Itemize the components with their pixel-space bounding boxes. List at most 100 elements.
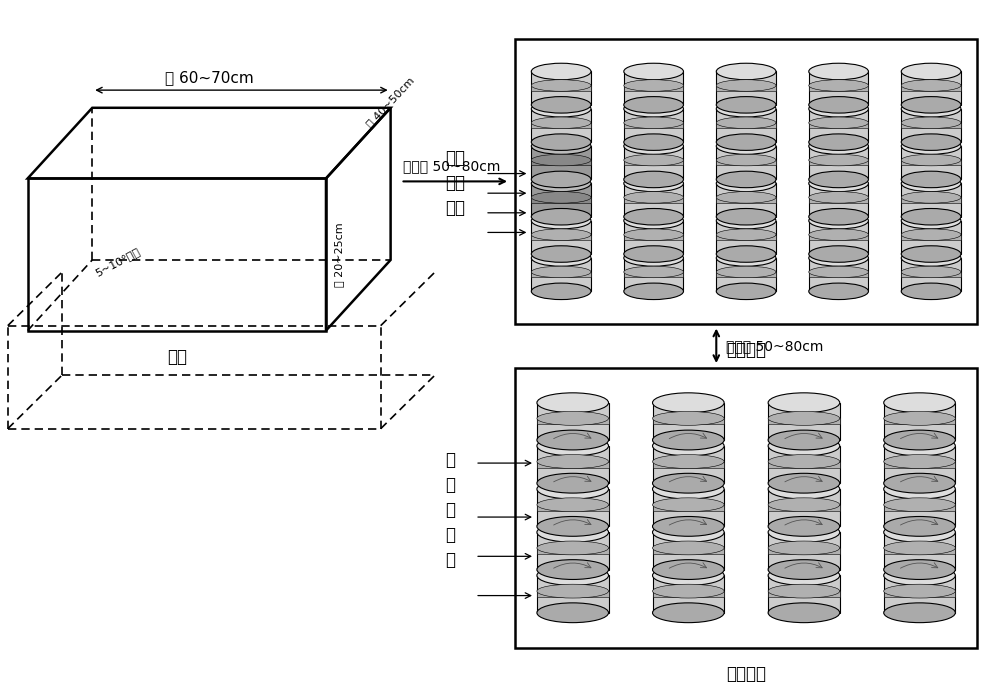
Bar: [809, 197, 868, 203]
Ellipse shape: [901, 63, 961, 80]
Bar: [653, 418, 724, 424]
Ellipse shape: [809, 96, 868, 113]
Ellipse shape: [531, 96, 591, 113]
Bar: [531, 72, 591, 105]
Bar: [809, 220, 868, 254]
Ellipse shape: [768, 584, 840, 598]
Ellipse shape: [716, 175, 776, 192]
Ellipse shape: [537, 473, 609, 493]
Ellipse shape: [768, 430, 840, 450]
Ellipse shape: [537, 566, 609, 586]
Bar: [768, 505, 840, 511]
Ellipse shape: [884, 584, 955, 598]
Ellipse shape: [901, 209, 961, 225]
Ellipse shape: [537, 393, 609, 413]
Ellipse shape: [531, 266, 591, 278]
Ellipse shape: [809, 134, 868, 150]
Ellipse shape: [809, 246, 868, 263]
Bar: [531, 258, 591, 291]
Bar: [624, 72, 683, 105]
Ellipse shape: [653, 541, 724, 555]
Text: 作塘: 作塘: [167, 348, 187, 367]
Bar: [537, 462, 609, 468]
Ellipse shape: [901, 175, 961, 192]
Ellipse shape: [716, 229, 776, 240]
Ellipse shape: [624, 80, 683, 91]
Bar: [884, 575, 955, 613]
Ellipse shape: [531, 246, 591, 263]
Bar: [809, 272, 868, 277]
Text: 长 60~70cm: 长 60~70cm: [165, 70, 254, 85]
Ellipse shape: [537, 603, 609, 623]
Ellipse shape: [624, 283, 683, 300]
Ellipse shape: [624, 134, 683, 150]
Bar: [653, 489, 724, 526]
Ellipse shape: [531, 175, 591, 192]
Bar: [531, 160, 591, 165]
Bar: [537, 418, 609, 424]
Ellipse shape: [716, 101, 776, 117]
Ellipse shape: [809, 212, 868, 229]
Ellipse shape: [884, 498, 955, 512]
Ellipse shape: [537, 436, 609, 456]
Bar: [901, 183, 961, 217]
Bar: [768, 462, 840, 468]
Ellipse shape: [901, 266, 961, 278]
Ellipse shape: [884, 393, 955, 413]
Ellipse shape: [809, 175, 868, 192]
Bar: [537, 575, 609, 613]
Bar: [809, 160, 868, 165]
Text: 宽 40~50cm: 宽 40~50cm: [365, 75, 416, 129]
Ellipse shape: [716, 96, 776, 113]
Bar: [537, 591, 609, 597]
Ellipse shape: [809, 117, 868, 129]
Bar: [624, 235, 683, 240]
Ellipse shape: [809, 63, 868, 80]
Ellipse shape: [531, 63, 591, 80]
Bar: [537, 489, 609, 526]
Ellipse shape: [624, 192, 683, 203]
Bar: [624, 220, 683, 254]
Bar: [884, 533, 955, 570]
Text: 定
植
的
种
麻: 定 植 的 种 麻: [445, 451, 455, 569]
Text: 培养菌床: 培养菌床: [726, 341, 766, 360]
Ellipse shape: [809, 283, 868, 300]
Bar: [653, 505, 724, 511]
Ellipse shape: [624, 117, 683, 129]
Ellipse shape: [537, 559, 609, 579]
Ellipse shape: [716, 134, 776, 150]
Bar: [515, 39, 977, 324]
Ellipse shape: [624, 138, 683, 154]
Ellipse shape: [901, 229, 961, 240]
Bar: [624, 272, 683, 277]
Bar: [884, 462, 955, 468]
Bar: [531, 183, 591, 217]
Ellipse shape: [884, 430, 955, 450]
Ellipse shape: [624, 209, 683, 225]
Bar: [624, 85, 683, 91]
Bar: [809, 183, 868, 217]
Bar: [624, 197, 683, 203]
Text: 深 20~25cm: 深 20~25cm: [334, 223, 344, 287]
Ellipse shape: [531, 212, 591, 229]
Bar: [901, 220, 961, 254]
Ellipse shape: [624, 212, 683, 229]
Bar: [716, 123, 776, 128]
Ellipse shape: [768, 498, 840, 512]
Ellipse shape: [768, 541, 840, 555]
Ellipse shape: [624, 171, 683, 187]
Bar: [768, 403, 840, 440]
Bar: [716, 197, 776, 203]
Bar: [653, 533, 724, 570]
Ellipse shape: [768, 559, 840, 579]
Ellipse shape: [901, 134, 961, 150]
Ellipse shape: [653, 603, 724, 623]
Ellipse shape: [653, 393, 724, 413]
Ellipse shape: [768, 436, 840, 456]
Ellipse shape: [716, 138, 776, 154]
Ellipse shape: [901, 96, 961, 113]
Ellipse shape: [653, 411, 724, 425]
Ellipse shape: [531, 80, 591, 91]
Bar: [531, 272, 591, 277]
Ellipse shape: [653, 479, 724, 499]
